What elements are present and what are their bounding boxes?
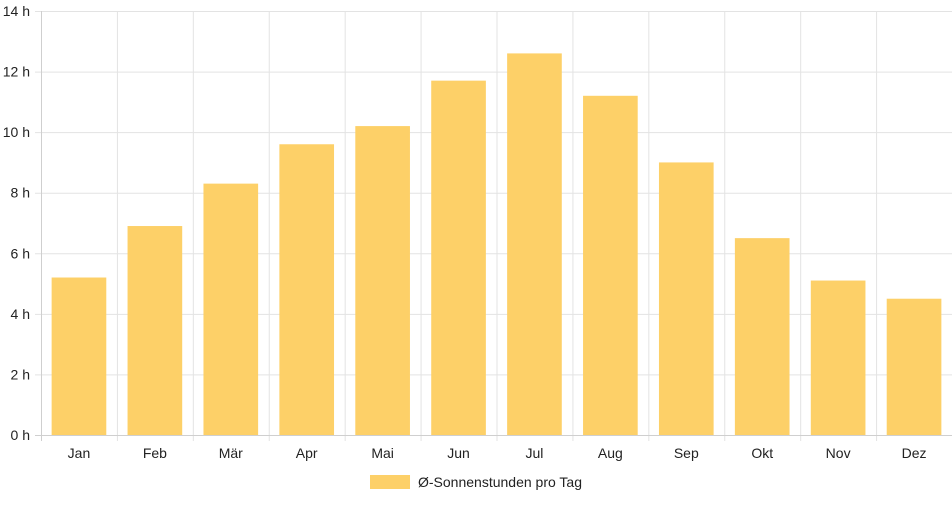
x-tick-label: Nov bbox=[826, 445, 851, 461]
x-tick-label: Feb bbox=[143, 445, 167, 461]
y-tick-label: 14 h bbox=[3, 3, 30, 19]
x-tick-label: Jul bbox=[526, 445, 544, 461]
x-tick-label: Mai bbox=[371, 445, 394, 461]
y-tick-label: 4 h bbox=[11, 306, 30, 322]
bar-jan[interactable] bbox=[51, 277, 107, 435]
y-tick-label: 6 h bbox=[11, 245, 30, 261]
axes: 0 h 2 h 4 h 6 h 8 h 10 h 12 h 14 h Jan Feb Mär Apr M… bbox=[3, 3, 952, 461]
legend-swatch bbox=[370, 475, 411, 489]
x-tick-label: Dez bbox=[902, 445, 927, 461]
y-tick-label: 0 h bbox=[11, 427, 30, 443]
y-tick-label: 2 h bbox=[11, 366, 30, 382]
x-tick-label: Aug bbox=[598, 445, 623, 461]
y-tick-label: 8 h bbox=[11, 185, 30, 201]
y-tick-label: 12 h bbox=[3, 64, 30, 80]
bar-apr[interactable] bbox=[279, 144, 335, 435]
legend[interactable]: Ø-Sonnenstunden pro Tag bbox=[370, 474, 582, 490]
bars bbox=[51, 53, 942, 436]
bar-aug[interactable] bbox=[583, 95, 638, 436]
bar-mai[interactable] bbox=[355, 126, 410, 435]
legend-label: Ø-Sonnenstunden pro Tag bbox=[418, 474, 582, 490]
grid-lines bbox=[35, 11, 952, 441]
bar-mär[interactable] bbox=[203, 183, 259, 435]
bar-dez[interactable] bbox=[886, 298, 942, 435]
x-tick-label: Apr bbox=[296, 445, 318, 461]
y-tick-label: 10 h bbox=[3, 124, 30, 140]
bar-nov[interactable] bbox=[810, 280, 866, 435]
x-tick-label: Jun bbox=[447, 445, 470, 461]
x-tick-label: Okt bbox=[751, 445, 773, 461]
bar-jun[interactable] bbox=[431, 80, 486, 436]
bar-feb[interactable] bbox=[127, 226, 183, 435]
x-tick-label: Sep bbox=[674, 445, 699, 461]
x-tick-label: Mär bbox=[219, 445, 243, 461]
bar-sep[interactable] bbox=[658, 162, 714, 435]
x-tick-label: Jan bbox=[68, 445, 91, 461]
bar-okt[interactable] bbox=[734, 238, 790, 435]
bar-jul[interactable] bbox=[507, 53, 562, 436]
